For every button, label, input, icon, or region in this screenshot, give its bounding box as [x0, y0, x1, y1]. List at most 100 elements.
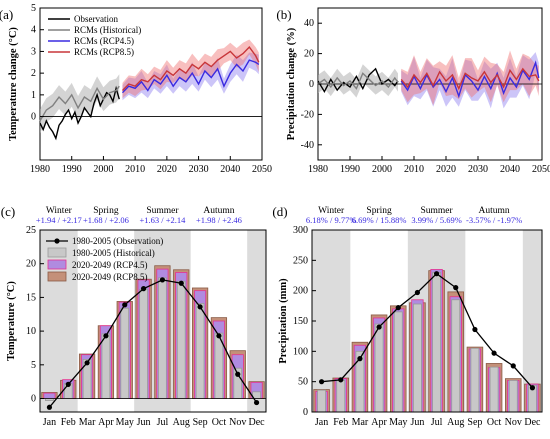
y-tick-label: 5 — [31, 3, 36, 14]
bar-historical — [412, 303, 422, 413]
series-line — [121, 59, 260, 94]
observation-point — [529, 385, 536, 391]
legend-entry: 2020-2049 (RCP8.5) — [72, 272, 148, 282]
y-tick-label: 15 — [26, 292, 36, 303]
season-label: Spring — [366, 206, 392, 216]
y-tick-label: 20 — [304, 49, 314, 60]
observation-point — [395, 305, 401, 311]
observation-point — [338, 377, 344, 383]
bar-historical — [158, 277, 167, 399]
bar-historical — [451, 299, 461, 413]
x-tick-label: Feb — [333, 417, 348, 428]
observation-point — [159, 277, 166, 283]
observation-point — [84, 360, 90, 366]
uncertainty-band — [122, 39, 259, 99]
observation-point — [140, 286, 147, 292]
bar-historical — [139, 288, 148, 399]
bar-historical — [374, 323, 384, 413]
panel-label: (b) — [276, 7, 291, 22]
observation-point — [491, 350, 497, 356]
x-tick-label: Apr — [98, 417, 114, 428]
x-tick-label: 2050 — [532, 164, 550, 175]
x-tick-label: 2030 — [468, 164, 488, 175]
legend-entry: RCMs (Historical) — [74, 25, 141, 35]
bar-historical — [176, 280, 186, 399]
x-tick-label: 2020 — [436, 164, 456, 175]
x-tick-label: 2030 — [189, 164, 209, 175]
season-change: 6.69% / 15.88% — [352, 215, 407, 225]
bar-historical — [317, 389, 327, 413]
observation-point — [357, 356, 363, 362]
x-tick-label: May — [116, 417, 134, 428]
bar-historical — [120, 307, 130, 399]
y-tick-label: 25 — [26, 225, 36, 236]
season-shade — [522, 230, 542, 412]
x-tick-label: 2020 — [157, 164, 177, 175]
y-tick-label: 0 — [31, 112, 36, 123]
bar-historical — [470, 347, 480, 413]
series-line — [400, 67, 540, 91]
y-tick-label: 250 — [293, 255, 308, 266]
observation-point — [453, 285, 459, 291]
legend-swatch — [47, 259, 67, 270]
season-label: Summer — [420, 206, 453, 216]
x-tick-label: 2000 — [372, 164, 392, 175]
season-label: Autumn — [479, 206, 510, 216]
x-tick-label: 2040 — [220, 164, 240, 175]
y-tick-label: 150 — [293, 316, 308, 327]
bar-historical — [336, 380, 346, 413]
x-tick-label: Nov — [505, 417, 522, 428]
legend-swatch — [54, 238, 60, 244]
x-tick-label: Jul — [431, 417, 443, 428]
x-tick-label: Sep — [467, 417, 482, 428]
uncertainty-band — [318, 64, 398, 98]
season-change: 3.99% / 5.69% — [411, 215, 462, 225]
x-tick-label: Aug — [173, 417, 190, 428]
y-tick-label: 0 — [31, 394, 36, 405]
x-tick-label: Dec — [249, 417, 266, 428]
observation-point — [103, 333, 109, 339]
x-tick-label: Aug — [447, 417, 464, 428]
season-change: +1.68 / +2.06 — [83, 215, 129, 225]
observation-point — [318, 379, 325, 385]
y-tick-label: 50 — [298, 377, 308, 388]
x-tick-label: 1980 — [30, 164, 50, 175]
x-tick-label: 2050 — [252, 164, 272, 175]
x-tick-label: Apr — [371, 417, 387, 428]
observation-point — [510, 363, 516, 369]
observation-line — [48, 279, 258, 408]
y-tick-label: 300 — [293, 225, 308, 236]
series-line — [317, 72, 399, 90]
y-tick-label: 2 — [31, 68, 36, 79]
x-tick-label: Jun — [137, 417, 151, 428]
observation-point — [376, 324, 382, 330]
y-tick-label: -40 — [301, 140, 314, 151]
x-tick-label: Nov — [229, 417, 246, 428]
bar-rcp45 — [43, 392, 56, 399]
observation-point — [197, 304, 203, 310]
bar-historical — [195, 303, 205, 399]
y-axis-label: Temperature change (°C) — [8, 27, 19, 141]
x-tick-label: 2010 — [125, 164, 145, 175]
y-tick-label: 20 — [26, 259, 36, 270]
season-change: 6.18% / 9.77% — [306, 215, 357, 225]
legend-entry: RCMs (RCP4.5) — [74, 36, 134, 46]
y-tick-label: 5 — [31, 360, 36, 371]
bar-historical — [101, 333, 111, 399]
observation-point — [122, 302, 128, 308]
legend-swatch — [47, 271, 67, 282]
panel-label: (d) — [272, 204, 287, 219]
legend-entry: RCMs (RCP8.5) — [74, 47, 134, 57]
x-tick-label: 2010 — [404, 164, 424, 175]
x-tick-label: 2000 — [93, 164, 113, 175]
y-tick-label: 3 — [31, 46, 36, 57]
series-line — [39, 85, 120, 141]
bar-historical — [508, 380, 518, 413]
y-tick-label: 200 — [293, 286, 308, 297]
y-axis-label: Temperature (°C) — [6, 281, 17, 361]
y-tick-label: 4 — [31, 25, 36, 36]
observation-point — [46, 404, 53, 410]
x-tick-label: 1990 — [62, 164, 82, 175]
legend-swatch — [47, 247, 67, 258]
observation-point — [414, 289, 421, 296]
